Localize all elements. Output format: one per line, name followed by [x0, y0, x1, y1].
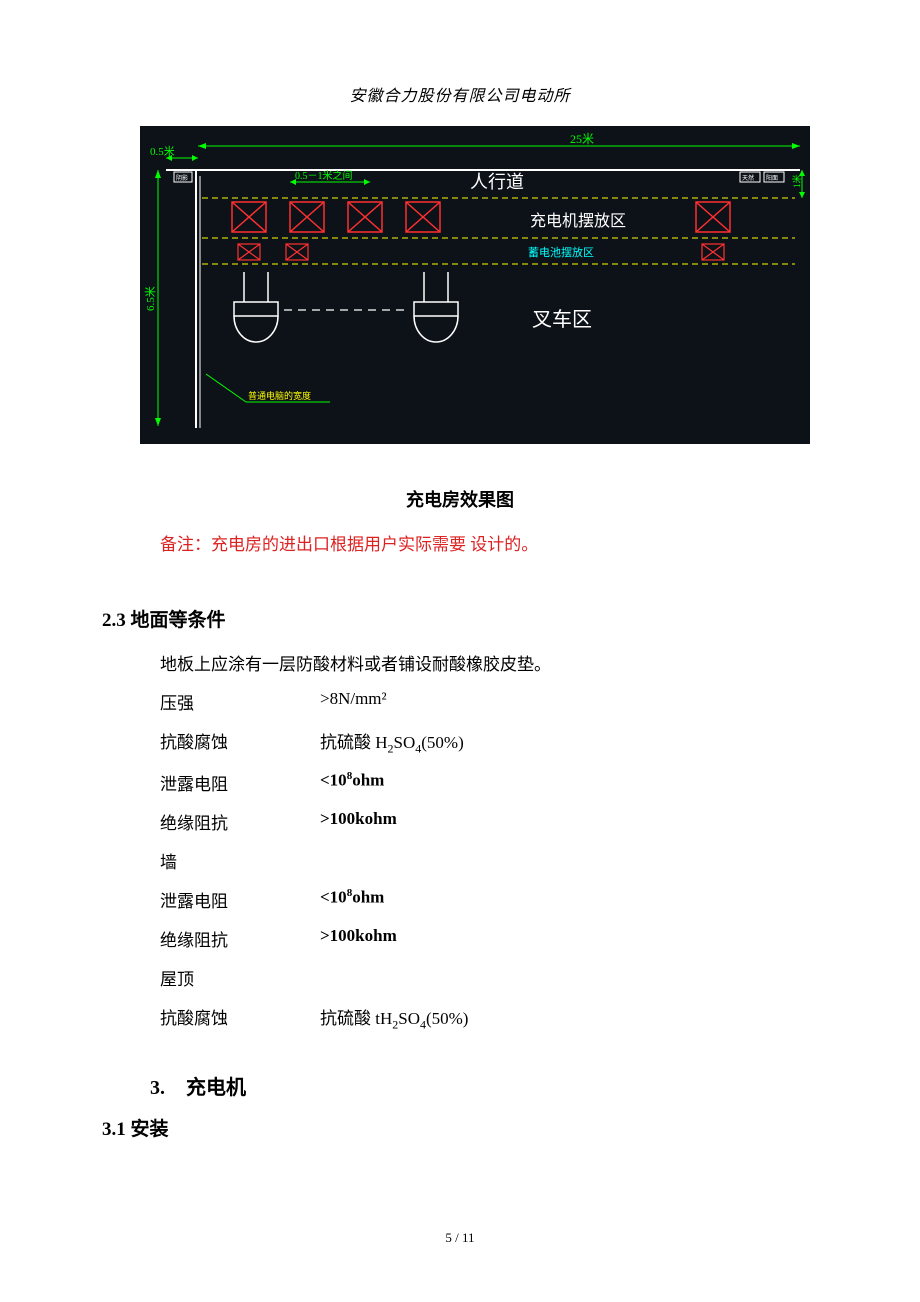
- dim-25m-label: 25米: [570, 132, 594, 146]
- svg-text:阳面: 阳面: [766, 174, 778, 182]
- spec-label: 抗酸腐蚀: [160, 1004, 320, 1032]
- spec-label: 屋顶: [160, 965, 320, 990]
- battery-boxes: [238, 244, 724, 260]
- spec-label: 绝缘阻抗: [160, 926, 320, 951]
- spec-label: 抗酸腐蚀: [160, 728, 320, 756]
- charger-boxes: [232, 202, 730, 232]
- spec-label: 压强: [160, 689, 320, 714]
- page-footer: 5 / 11: [0, 1230, 920, 1246]
- svg-text:天然: 天然: [742, 174, 754, 182]
- dim-right: 1米: [791, 170, 805, 198]
- section-3-1-title: 3.1 安装: [102, 1114, 920, 1141]
- figure-caption: 充电房效果图: [0, 486, 920, 512]
- dim-top-left: 0.5米: [150, 145, 198, 161]
- dim-inner: 0.5－1米之间: [290, 169, 370, 185]
- note-prefix: 备注：: [160, 535, 211, 554]
- spec-label: 绝缘阻抗: [160, 809, 320, 834]
- walkway-label: 人行道: [470, 172, 524, 192]
- spec-value: <108ohm: [320, 887, 384, 912]
- spec-row: 抗酸腐蚀抗硫酸 H2SO4(50%): [160, 728, 920, 756]
- spec-row: 压强>8N/mm²: [160, 689, 920, 714]
- spec-label: 泄露电阻: [160, 887, 320, 912]
- spec-label: 墙: [160, 848, 320, 873]
- dim-1m-label: 1米: [791, 174, 802, 188]
- walls: 阴影 天然 阳面: [166, 170, 800, 428]
- svg-text:阴影: 阴影: [176, 174, 188, 182]
- forklift-1: [234, 272, 278, 342]
- spec-row: 绝缘阻抗>100kohm: [160, 809, 920, 834]
- page-header: 安徽合力股份有限公司电动所: [0, 0, 920, 106]
- spec-row: 泄露电阻<108ohm: [160, 770, 920, 795]
- svg-text:普通电脑的宽度: 普通电脑的宽度: [248, 390, 311, 401]
- spec-row: 墙: [160, 848, 920, 873]
- spec-value: 抗硫酸 H2SO4(50%): [320, 728, 464, 756]
- spec-row: 绝缘阻抗>100kohm: [160, 926, 920, 951]
- dim-05m-label: 0.5米: [150, 145, 175, 158]
- spec-value: <108ohm: [320, 770, 384, 795]
- spec-value: >8N/mm²: [320, 689, 387, 714]
- dim-inner-label: 0.5－1米之间: [295, 169, 353, 182]
- battery-area-label: 蓄电池摆放区: [528, 245, 594, 259]
- section-2-3-title: 2.3 地面等条件: [102, 605, 920, 632]
- section-3-text: 充电机: [186, 1077, 246, 1099]
- section-3-title: 3.充电机: [150, 1071, 920, 1100]
- dim-top-right: 25米: [198, 132, 800, 149]
- forklift-2: [414, 272, 458, 342]
- forklift-area-label: 叉车区: [532, 308, 592, 331]
- dim-left: 6.5米: [144, 170, 161, 426]
- spec-row: 泄露电阻<108ohm: [160, 887, 920, 912]
- spec-list: 压强>8N/mm²抗酸腐蚀抗硫酸 H2SO4(50%)泄露电阻<108ohm绝缘…: [160, 689, 920, 1033]
- spec-value: >100kohm: [320, 926, 397, 951]
- spec-value: >100kohm: [320, 809, 397, 834]
- cad-svg: 25米 0.5米 6.5米 1米 阴: [140, 126, 810, 444]
- note-body: 充电房的进出口根据用户实际需要 设计的。: [211, 535, 538, 554]
- spec-row: 屋顶: [160, 965, 920, 990]
- section-2-3-intro: 地板上应涂有一层防酸材料或者铺设耐酸橡胶皮垫。: [160, 650, 920, 675]
- spec-label: 泄露电阻: [160, 770, 320, 795]
- charger-area-label: 充电机摆放区: [530, 212, 626, 230]
- section-3-num: 3.: [150, 1077, 186, 1100]
- dim-65m-label: 6.5米: [144, 286, 157, 311]
- note-line: 备注：充电房的进出口根据用户实际需要 设计的。: [160, 530, 920, 555]
- spec-value: 抗硫酸 tH2SO4(50%): [320, 1004, 468, 1032]
- cad-diagram: 25米 0.5米 6.5米 1米 阴: [140, 126, 810, 444]
- bottom-note: 普通电脑的宽度: [206, 374, 330, 402]
- spec-row: 抗酸腐蚀抗硫酸 tH2SO4(50%): [160, 1004, 920, 1032]
